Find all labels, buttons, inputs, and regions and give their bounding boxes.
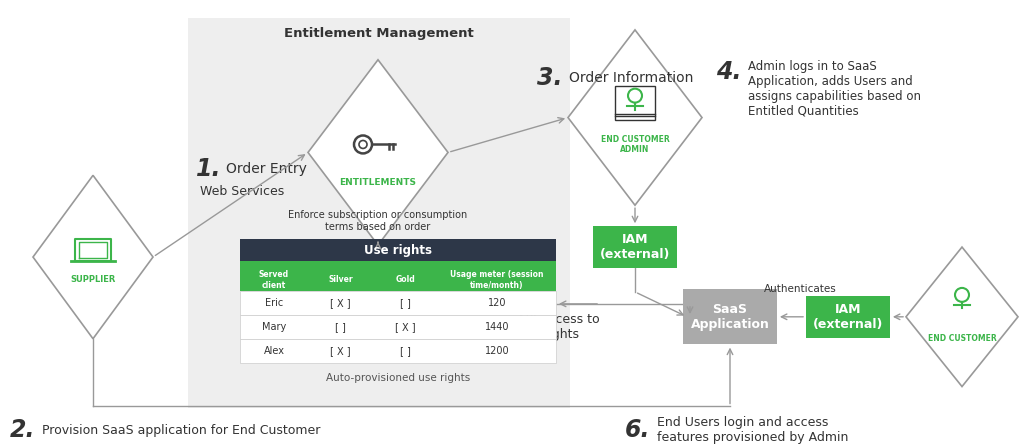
Text: 3.: 3.	[537, 66, 562, 90]
Text: 4.: 4.	[716, 60, 741, 84]
Text: Use rights: Use rights	[364, 244, 432, 257]
Text: SUPPLIER: SUPPLIER	[71, 276, 116, 284]
Text: [ ]: [ ]	[335, 322, 346, 332]
FancyBboxPatch shape	[593, 226, 677, 268]
Text: 1440: 1440	[484, 322, 509, 332]
Text: Admin logs in to SaaS
Application, adds Users and
assigns capabilities based on
: Admin logs in to SaaS Application, adds …	[748, 60, 921, 118]
Text: Silver: Silver	[328, 276, 353, 284]
Text: END CUSTOMER: END CUSTOMER	[928, 334, 996, 343]
Text: [ ]: [ ]	[400, 298, 411, 308]
Text: Usage meter (session
time/month): Usage meter (session time/month)	[451, 270, 544, 290]
Text: Served
client: Served client	[259, 270, 289, 290]
FancyBboxPatch shape	[683, 289, 777, 344]
Text: 120: 120	[487, 298, 506, 308]
Text: IAM
(external): IAM (external)	[600, 233, 670, 261]
Text: End Users login and access
features provisioned by Admin: End Users login and access features prov…	[657, 416, 848, 444]
FancyBboxPatch shape	[806, 296, 890, 338]
FancyBboxPatch shape	[240, 291, 556, 315]
Text: Web Services: Web Services	[200, 185, 285, 198]
Text: Eric: Eric	[265, 298, 283, 308]
Text: [ X ]: [ X ]	[395, 322, 416, 332]
Text: Alex: Alex	[263, 346, 285, 356]
Text: Order Entry: Order Entry	[226, 162, 307, 177]
Text: Order Information: Order Information	[569, 71, 693, 85]
Text: Gold: Gold	[395, 276, 416, 284]
FancyBboxPatch shape	[240, 315, 556, 339]
Text: ENTITLEMENTS: ENTITLEMENTS	[340, 178, 417, 187]
FancyBboxPatch shape	[240, 261, 556, 291]
Text: 2.: 2.	[10, 418, 36, 442]
Circle shape	[359, 141, 367, 148]
Text: Mary: Mary	[262, 322, 286, 332]
Text: [ X ]: [ X ]	[330, 346, 351, 356]
Text: 1200: 1200	[484, 346, 509, 356]
Text: Auto-provisioned use rights: Auto-provisioned use rights	[326, 373, 470, 383]
Text: [ ]: [ ]	[400, 346, 411, 356]
Text: 6.: 6.	[625, 418, 650, 442]
Text: Entitlement Management: Entitlement Management	[284, 27, 474, 40]
Text: Provision SaaS application for End Customer: Provision SaaS application for End Custo…	[42, 424, 321, 437]
Polygon shape	[308, 60, 449, 245]
Text: 1.: 1.	[196, 157, 221, 181]
Polygon shape	[906, 247, 1018, 387]
Polygon shape	[568, 30, 702, 205]
Polygon shape	[33, 175, 153, 339]
Text: Enforce subscription or consumption
terms based on order: Enforce subscription or consumption term…	[289, 211, 468, 232]
Text: Authenticates: Authenticates	[764, 284, 837, 294]
FancyBboxPatch shape	[240, 239, 556, 261]
Text: [ X ]: [ X ]	[330, 298, 351, 308]
Text: SaaS
Application: SaaS Application	[690, 303, 769, 331]
FancyBboxPatch shape	[240, 339, 556, 362]
FancyBboxPatch shape	[188, 18, 570, 409]
Text: API access to
use rights: API access to use rights	[517, 313, 600, 341]
Text: IAM
(external): IAM (external)	[813, 303, 883, 331]
Text: END CUSTOMER
ADMIN: END CUSTOMER ADMIN	[601, 135, 670, 154]
Text: 5.: 5.	[486, 315, 512, 339]
